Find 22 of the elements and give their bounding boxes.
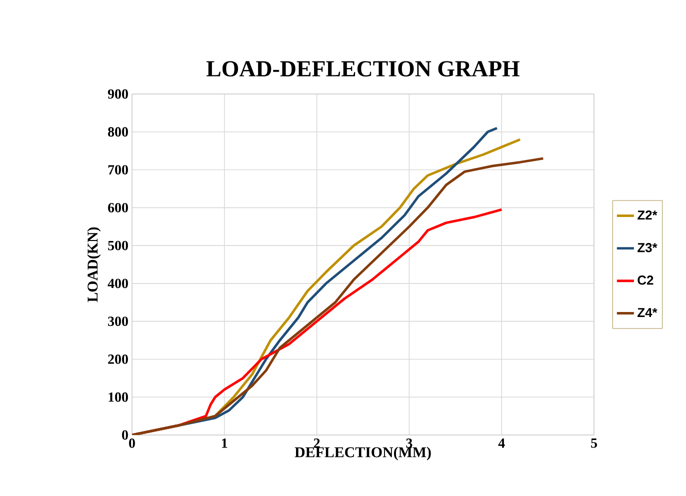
x-tick-label: 0 [129, 438, 135, 448]
y-tick-label: 500 [108, 240, 128, 250]
x-tick-label: 4 [498, 438, 505, 448]
y-tick-label: 400 [108, 278, 128, 288]
x-tick-label: 5 [591, 438, 597, 448]
x-axis-title: DEFLECTION(MM) [294, 446, 431, 460]
y-tick-label: 800 [108, 127, 128, 137]
legend-label: C2 [638, 276, 654, 285]
chart-title: LOAD-DEFLECTION GRAPH [206, 61, 520, 77]
x-tick-label: 1 [222, 438, 228, 448]
y-tick-label: 300 [108, 316, 128, 326]
y-tick-label: 700 [108, 165, 128, 174]
legend-label: Z2* [638, 210, 658, 220]
y-tick-label: 200 [108, 354, 128, 364]
y-tick-label: 900 [108, 89, 128, 99]
x-tick-label: 3 [406, 438, 412, 448]
y-tick-label: 600 [108, 202, 128, 212]
y-axis-title: LOAD(KN) [87, 227, 101, 302]
legend-label: Z4* [638, 308, 658, 317]
y-tick-label: 0 [122, 430, 128, 440]
y-tick-label: 100 [108, 392, 128, 402]
legend-label: Z3* [638, 243, 658, 252]
